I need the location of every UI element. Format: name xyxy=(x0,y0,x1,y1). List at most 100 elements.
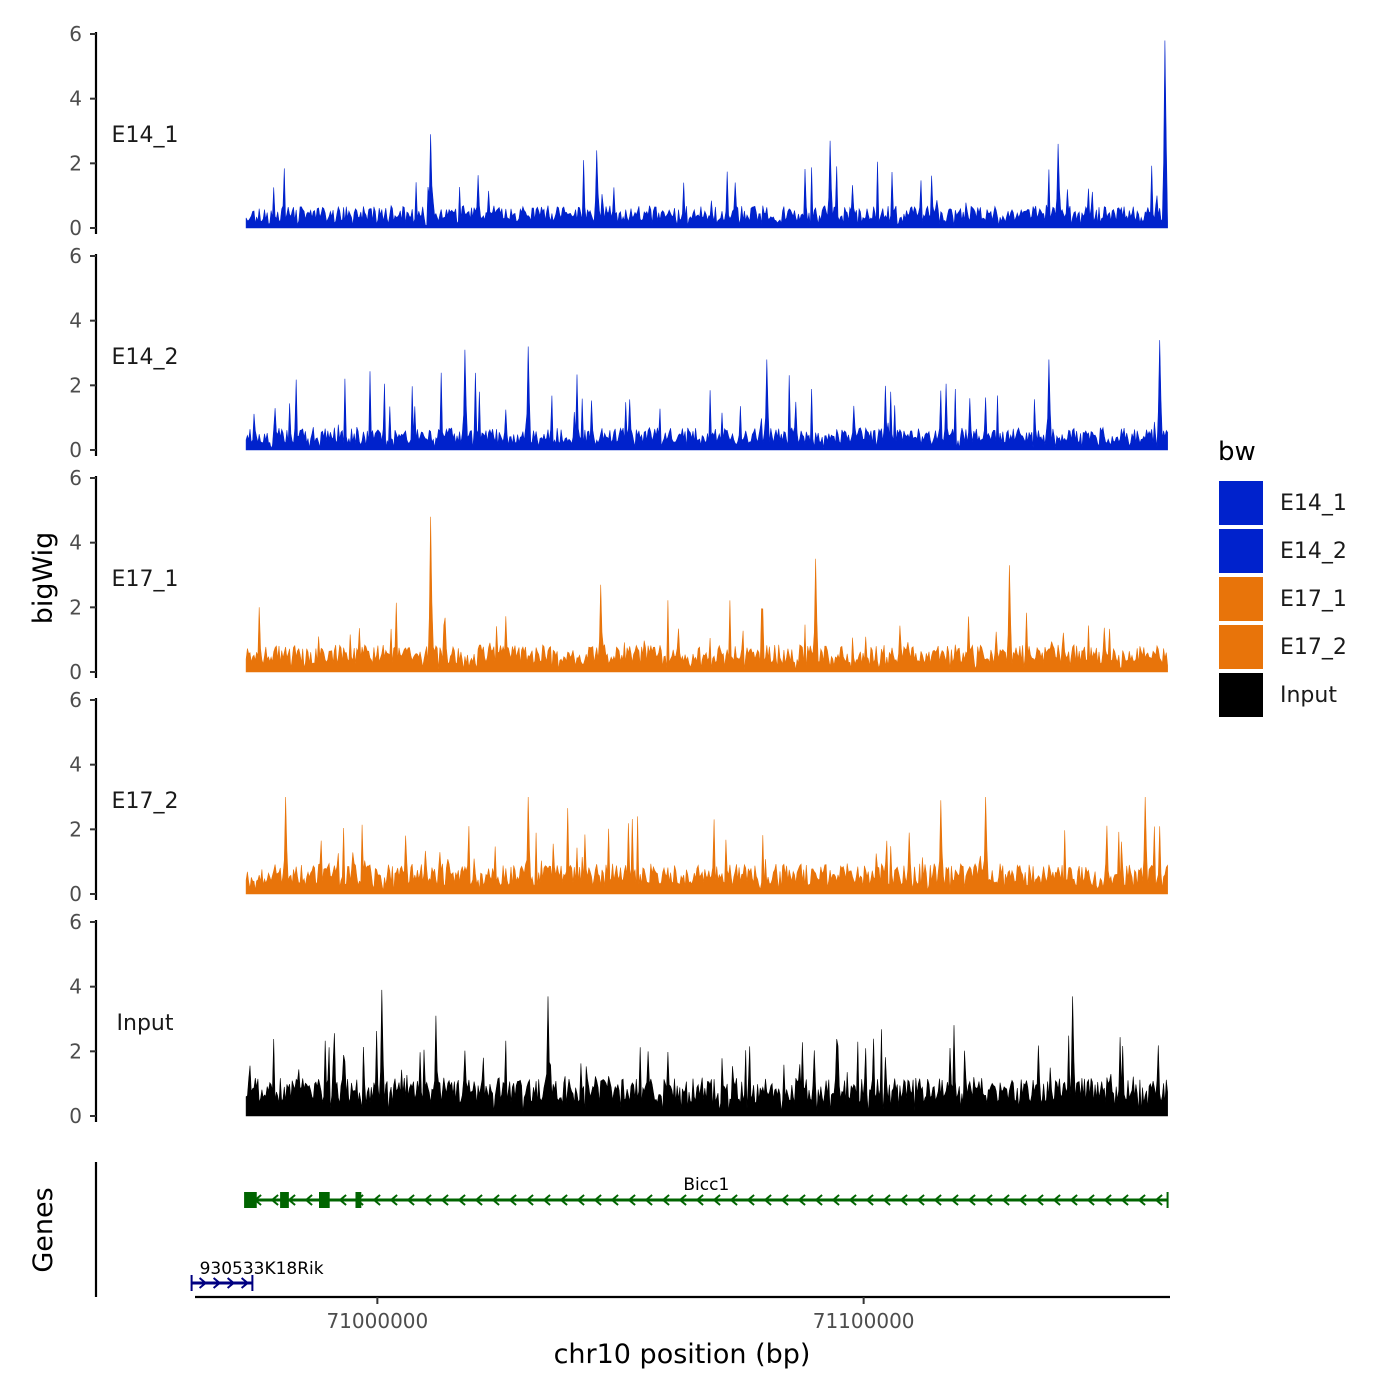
track-e17-1: 0 2 4 6 E17_1 xyxy=(69,466,1168,684)
y-tick-label: 4 xyxy=(69,975,82,999)
strand-arrow xyxy=(226,1277,236,1289)
y-tick-label: 2 xyxy=(69,1039,82,1063)
strand-arrow xyxy=(1137,1194,1146,1206)
strand-arrow xyxy=(212,1277,222,1289)
y-tick-label: 0 xyxy=(69,216,82,240)
strand-arrow xyxy=(950,1194,959,1206)
strand-arrow xyxy=(729,1194,738,1206)
strand-arrow xyxy=(1069,1194,1078,1206)
strand-arrow xyxy=(1086,1194,1095,1206)
strand-arrow xyxy=(814,1194,823,1206)
strand-arrow xyxy=(389,1194,398,1206)
y-tick-label: 6 xyxy=(69,466,82,490)
y-tick-label: 0 xyxy=(69,1104,82,1128)
track-label: E14_1 xyxy=(112,123,179,148)
strand-arrow xyxy=(967,1194,976,1206)
strand-arrow xyxy=(712,1194,721,1206)
strand-arrow xyxy=(865,1194,874,1206)
x-axis-title: chr10 position (bp) xyxy=(554,1339,811,1370)
legend-label: E14_1 xyxy=(1280,491,1347,516)
track-label: E17_2 xyxy=(112,789,179,814)
strand-arrow xyxy=(542,1194,551,1206)
legend-swatch xyxy=(1217,671,1265,719)
legend: bw E14_1 E14_2 E17_1 E17_2 Input xyxy=(1217,437,1347,719)
track-label: E14_2 xyxy=(112,345,179,370)
strand-arrow xyxy=(1154,1194,1163,1206)
track-e14-1: 0 2 4 6 E14_1 xyxy=(69,22,1168,240)
coverage-area xyxy=(245,989,1168,1117)
y-tick-label: 6 xyxy=(69,910,82,934)
track-label: Input xyxy=(117,1011,174,1036)
y-tick-label: 2 xyxy=(69,373,82,397)
track-label: E17_1 xyxy=(112,567,179,592)
strand-arrow xyxy=(610,1194,619,1206)
y-tick-label: 6 xyxy=(69,688,82,712)
strand-arrow xyxy=(831,1194,840,1206)
strand-arrow xyxy=(780,1194,789,1206)
strand-arrow xyxy=(508,1194,517,1206)
strand-arrow xyxy=(198,1277,208,1289)
legend-swatch xyxy=(1217,623,1265,671)
coverage-area xyxy=(245,516,1168,673)
gene-label: Bicc1 xyxy=(683,1175,729,1195)
legend-swatch xyxy=(1217,479,1265,527)
exon xyxy=(245,1192,257,1208)
exon xyxy=(280,1192,289,1208)
y-tick-label: 4 xyxy=(69,87,82,111)
strand-arrow xyxy=(1052,1194,1061,1206)
strand-arrow xyxy=(695,1194,704,1206)
strand-arrow xyxy=(240,1277,250,1289)
strand-arrow xyxy=(746,1194,755,1206)
strand-arrow xyxy=(661,1194,670,1206)
strand-arrow xyxy=(797,1194,806,1206)
y-tick-label: 2 xyxy=(69,595,82,619)
strand-arrow xyxy=(1120,1194,1129,1206)
exon xyxy=(355,1192,362,1208)
strand-arrow xyxy=(406,1194,415,1206)
x-axis: 71000000 71100000 xyxy=(195,1295,1170,1333)
strand-arrow xyxy=(933,1194,942,1206)
strand-arrow xyxy=(882,1194,891,1206)
strand-arrow xyxy=(270,1194,279,1206)
y-tick-label: 0 xyxy=(69,660,82,684)
y-tick-label: 6 xyxy=(69,22,82,46)
strand-arrow xyxy=(1035,1194,1044,1206)
y-axis-title: bigWig xyxy=(28,532,59,625)
x-tick-label: 71000000 xyxy=(326,1309,428,1333)
legend-title: bw xyxy=(1218,437,1256,467)
gene-model: Bicc1 xyxy=(244,1175,1169,1208)
strand-arrow xyxy=(338,1194,347,1206)
strand-arrow xyxy=(763,1194,772,1206)
strand-arrow xyxy=(1103,1194,1112,1206)
strand-arrow xyxy=(848,1194,857,1206)
gene-model: 930533K18Rik xyxy=(190,1259,324,1291)
y-tick-label: 4 xyxy=(69,531,82,555)
coverage-area xyxy=(245,40,1168,229)
track-input: 0 2 4 6 Input xyxy=(69,910,1168,1128)
y-tick-label: 6 xyxy=(69,244,82,268)
strand-arrow xyxy=(593,1194,602,1206)
x-tick-label: 71100000 xyxy=(813,1309,915,1333)
gene-panel: Bicc1 930533K18Rik xyxy=(94,1162,1169,1297)
strand-arrow xyxy=(474,1194,483,1206)
strand-arrow xyxy=(1001,1194,1010,1206)
strand-arrow xyxy=(627,1194,636,1206)
strand-arrow xyxy=(984,1194,993,1206)
track-e14-2: 0 2 4 6 E14_2 xyxy=(69,244,1168,462)
y-tick-label: 2 xyxy=(69,151,82,175)
strand-arrow xyxy=(576,1194,585,1206)
strand-arrow xyxy=(678,1194,687,1206)
strand-arrow xyxy=(423,1194,432,1206)
gene-label: 930533K18Rik xyxy=(200,1259,324,1279)
strand-arrow xyxy=(559,1194,568,1206)
legend-label: E14_2 xyxy=(1280,539,1347,564)
y-tick-label: 0 xyxy=(69,438,82,462)
strand-arrow xyxy=(287,1194,296,1206)
exon xyxy=(319,1192,330,1208)
strand-arrow xyxy=(899,1194,908,1206)
legend-label: Input xyxy=(1280,683,1337,708)
genes-panel-title: Genes xyxy=(28,1187,59,1272)
legend-swatch xyxy=(1217,527,1265,575)
strand-arrow xyxy=(916,1194,925,1206)
